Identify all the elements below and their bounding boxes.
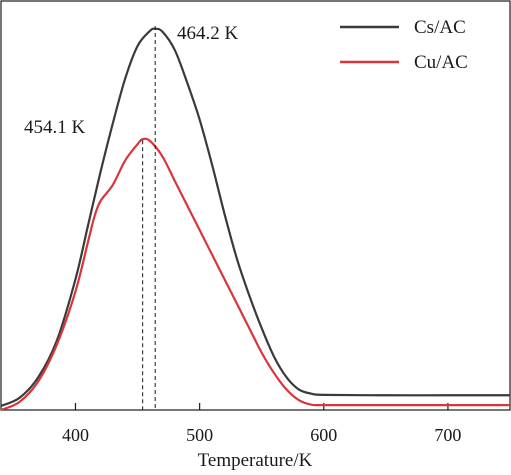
series-line-cs-ac [0,27,510,407]
x-axis-title: Temperature/K [198,450,313,471]
x-axis-ticks: 400 500 600 700 [62,403,461,445]
peak-annotation-cs: 464.2 K [177,23,239,44]
legend-label-cs: Cs/AC [414,17,466,38]
x-tick-label: 600 [310,425,337,445]
series-layer [0,27,510,412]
x-tick-label: 500 [186,425,213,445]
legend-label-cu: Cu/AC [414,52,468,73]
series-line-cu-ac [0,137,510,412]
peak-marker-lines [142,26,156,410]
x-tick-label: 400 [62,425,89,445]
plot-frame [0,0,511,411]
peak-annotation-cu: 454.1 K [24,117,86,138]
legend: Cs/AC Cu/AC [340,17,468,73]
x-tick-label: 700 [434,425,461,445]
